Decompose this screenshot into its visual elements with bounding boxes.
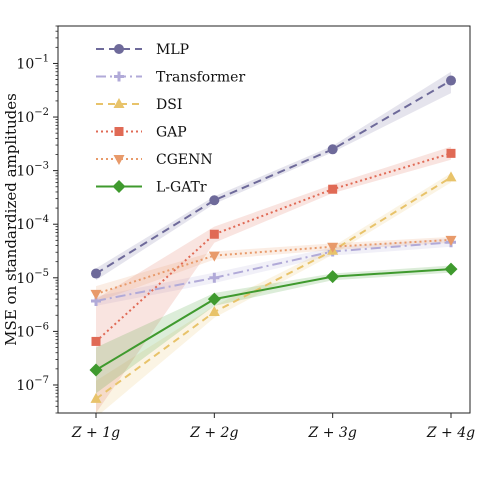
point-dsi-4 (445, 171, 457, 182)
point-l-gatr-4 (444, 262, 458, 276)
point-cgenn-4 (445, 235, 457, 246)
point-transformer-2 (209, 272, 220, 283)
line-l-gatr (95, 268, 452, 371)
y-axis-label: MSE on standardized amplitudes (2, 93, 20, 346)
point-mlp-2 (209, 195, 220, 206)
x-tick-label: Z + 1g (71, 425, 120, 441)
legend-label: DSI (156, 97, 182, 113)
y-tick-label: 10−4 (16, 214, 49, 233)
line-mlp (95, 79, 452, 275)
point-cgenn-1 (90, 289, 102, 300)
y-tick-label: 10−1 (16, 53, 49, 72)
legend-item-cgenn: CGENN (96, 152, 213, 168)
point-gap-2 (209, 229, 219, 239)
point-cgenn-3 (327, 242, 339, 253)
band-mlp (96, 71, 451, 281)
point-gap-4 (446, 148, 456, 158)
point-l-gatr-3 (326, 270, 340, 284)
y-axis-ticks: 10−7 10−6 10−5 10−4 10−3 10−2 10−1 (16, 25, 58, 414)
band-gap (96, 146, 451, 413)
legend-item-dsi: DSI (96, 97, 182, 113)
x-tick-label: Z + 2g (189, 425, 238, 441)
line-dsi (95, 176, 452, 400)
y-tick-label: 10−2 (16, 107, 49, 126)
x-axis-ticks: Z + 1g Z + 2g Z + 3g Z + 4g (71, 413, 475, 441)
legend-marker (114, 71, 124, 82)
y-tick-label: 10−7 (16, 375, 49, 394)
legend-label: CGENN (156, 152, 213, 168)
legend-marker (114, 127, 124, 136)
point-cgenn-2 (208, 251, 220, 262)
series-markers (89, 75, 458, 403)
uncertainty-bands (96, 71, 451, 413)
legend-label: GAP (156, 125, 187, 141)
point-gap-1 (91, 336, 101, 346)
legend-item-mlp: MLP (96, 42, 189, 58)
legend-item-transformer: Transformer (96, 70, 245, 86)
point-dsi-2 (208, 306, 220, 317)
y-tick-label: 10−5 (16, 268, 49, 287)
x-tick-label: Z + 4g (426, 425, 475, 441)
series-lines (95, 79, 452, 400)
legend-item-gap: GAP (96, 125, 187, 141)
y-tick-label: 10−3 (16, 161, 49, 180)
legend-label: Transformer (156, 70, 245, 86)
legend: MLP Transformer DSI GAP CGENN L-GATr (96, 42, 245, 196)
band-l-gatr (96, 265, 451, 394)
legend-marker (112, 180, 126, 193)
legend-marker (114, 44, 124, 54)
line-transformer (95, 241, 452, 302)
legend-item-l-gatr: L-GATr (96, 180, 207, 196)
x-tick-label: Z + 3g (308, 425, 357, 441)
legend-marker (113, 155, 125, 165)
point-gap-3 (328, 184, 338, 194)
point-mlp-4 (446, 75, 456, 86)
plot-frame (57, 25, 471, 414)
point-mlp-1 (91, 268, 101, 279)
y-tick-label: 10−6 (16, 321, 49, 340)
band-cgenn (96, 236, 451, 303)
legend-marker (113, 98, 125, 108)
point-dsi-1 (90, 392, 102, 403)
point-l-gatr-1 (89, 363, 103, 377)
point-l-gatr-2 (207, 292, 221, 306)
legend-label: MLP (156, 42, 189, 58)
point-mlp-3 (327, 144, 338, 155)
legend-label: L-GATr (156, 180, 207, 196)
